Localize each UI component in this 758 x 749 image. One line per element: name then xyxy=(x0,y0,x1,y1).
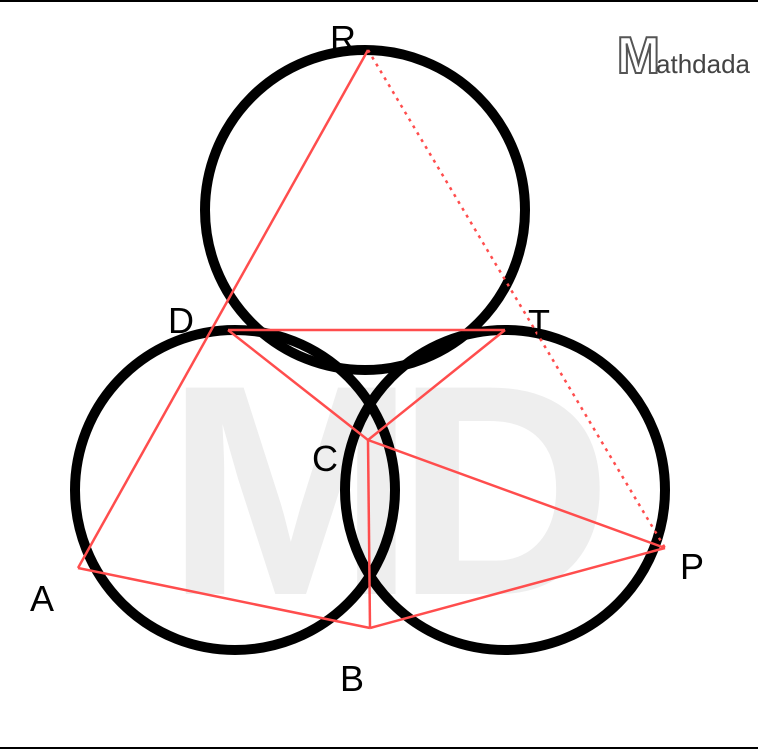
brand-logo-rest: athdada xyxy=(656,49,750,79)
brand-logo-m: M xyxy=(617,27,656,85)
point-label-R: R xyxy=(330,18,356,60)
brand-logo: Mathdada xyxy=(617,26,750,86)
geometry-diagram xyxy=(0,0,758,749)
point-label-D: D xyxy=(168,300,194,342)
segment-BP xyxy=(370,548,665,628)
point-label-A: A xyxy=(30,578,54,620)
circle-top xyxy=(205,50,525,370)
segment-CB xyxy=(368,440,370,628)
segment-dotted-RP xyxy=(368,50,665,548)
segment-CP xyxy=(368,440,665,548)
point-label-B: B xyxy=(340,658,364,700)
point-label-P: P xyxy=(680,546,704,588)
point-label-C: C xyxy=(312,438,338,480)
point-label-T: T xyxy=(528,302,550,344)
